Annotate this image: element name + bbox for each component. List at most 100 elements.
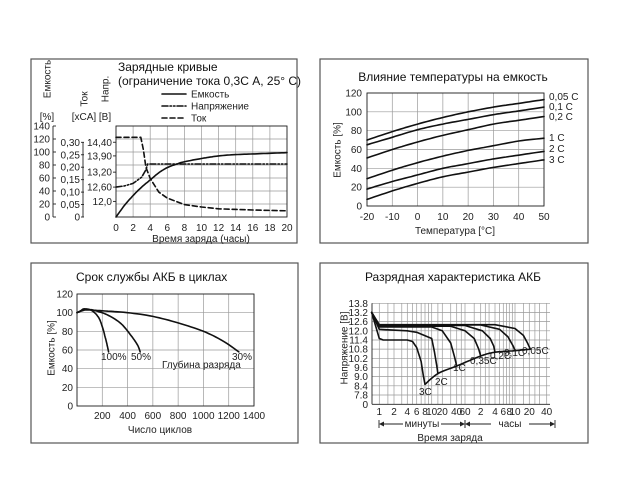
x-tick-label: 600 <box>145 411 162 422</box>
y-tick-label-capacity: 60 <box>39 174 51 185</box>
x-tick-label: 0 <box>113 223 119 234</box>
y-tick-label-capacity: 0 <box>44 213 50 224</box>
x-axis-label: Число циклов <box>128 425 192 436</box>
x-tick-label: 20 <box>281 223 293 234</box>
y-tick-label-current: 0,30 <box>61 138 81 149</box>
y-axis-label: Емкость [%] <box>47 320 58 376</box>
y-tick-label-voltage: 13,20 <box>87 168 112 179</box>
y-axis-unit-0: [%] <box>40 112 55 123</box>
y-axis-unit-2: [B] <box>99 112 111 123</box>
x-tick-label: 20 <box>463 212 475 223</box>
x-tick-label: 40 <box>513 212 525 223</box>
y-tick-label-current: 0,25 <box>61 150 81 161</box>
series-label: 0,2 C <box>549 112 573 123</box>
y-tick-label-current: 0,05 <box>61 200 81 211</box>
y-tick-label-current: 0,20 <box>61 163 81 174</box>
y-tick-label: 0 <box>67 402 73 413</box>
x-tick-label: 50 <box>538 212 550 223</box>
x-tick-label: 1400 <box>243 411 266 422</box>
y-tick-label-capacity: 140 <box>33 122 50 133</box>
x-axis-label: Время заряда <box>417 433 483 444</box>
series-label: 3 C <box>549 155 565 166</box>
series-label: 1 C <box>549 133 565 144</box>
x-axis-label: Температура [°C] <box>415 226 495 237</box>
chart-panel-3 <box>30 262 299 444</box>
x-tick-label: 6 <box>501 407 507 418</box>
series-label: 1C <box>453 363 466 374</box>
y-tick-label: 20 <box>351 183 363 194</box>
y-axis-label-0: Емкость <box>43 60 54 98</box>
x-tick-label: 2 <box>130 223 136 234</box>
y-tick-label-capacity: 40 <box>39 187 51 198</box>
x-axis-label: Время заряда (часы) <box>152 234 250 245</box>
x-tick-label: 200 <box>94 411 111 422</box>
x-tick-label: 800 <box>170 411 187 422</box>
y-tick-label-capacity: 100 <box>33 148 50 159</box>
range-label: часы <box>499 419 522 430</box>
y-tick-label: 11.4 <box>349 335 368 346</box>
plot-frame <box>366 92 545 207</box>
x-tick-label: 8 <box>182 223 188 234</box>
annotation-depth-of-discharge: Глубина разряда <box>162 359 241 371</box>
series-label: 3C <box>419 387 432 398</box>
y-tick-label-voltage: 12,0 <box>93 197 113 208</box>
y-axis-unit-1: [xCA] <box>72 112 97 123</box>
series-line-02C <box>366 115 545 159</box>
legend-label: Напряжение <box>191 102 249 113</box>
x-tick-label: 8 <box>507 407 513 418</box>
x-tick-label: 1 <box>377 407 383 418</box>
y-tick-label: 60 <box>351 145 363 156</box>
series-line-2C <box>370 311 439 375</box>
x-tick-label: 14 <box>230 223 242 234</box>
x-tick-label: 4 <box>147 223 153 234</box>
y-tick-label: 120 <box>56 290 73 301</box>
y-tick-label-current: 0,15 <box>61 175 81 186</box>
chart-title: Влияние температуры на емкость <box>358 70 548 84</box>
x-tick-label: 20 <box>524 407 536 418</box>
y-tick-label: 9.6 <box>354 363 368 374</box>
x-tick-label: 10 <box>426 407 438 418</box>
chart-subtitle: (ограничение тока 0,3С А, 25° С) <box>118 74 301 88</box>
x-tick-label: 2 <box>478 407 484 418</box>
series-line-01C <box>366 106 545 146</box>
x-tick-label: 4 <box>405 407 411 418</box>
x-tick-label: 8 <box>422 407 428 418</box>
y-tick-label-voltage: 14,40 <box>87 138 112 149</box>
series-line-30% <box>76 309 240 353</box>
y-tick-label: 80 <box>62 327 74 338</box>
series-label: 0,1 C <box>549 102 573 113</box>
x-tick-label: 40 <box>451 407 463 418</box>
x-tick-label: -10 <box>385 212 400 223</box>
y-tick-label: 100 <box>56 308 73 319</box>
series-line-3C <box>370 311 426 386</box>
x-tick-label: 6 <box>165 223 171 234</box>
y-tick-label: 7.8 <box>354 391 368 402</box>
y-tick-label: 10.2 <box>349 354 369 365</box>
y-tick-label-capacity: 120 <box>33 135 50 146</box>
series-line-1C <box>366 137 545 180</box>
series-line-3 <box>115 136 288 212</box>
series-label: 0,35C <box>470 356 497 367</box>
x-tick-label: 16 <box>247 223 259 234</box>
series-line-2C <box>366 150 545 190</box>
y-axis-label-2: Напр. <box>101 76 112 103</box>
y-tick-label-capacity: 80 <box>39 161 51 172</box>
y-tick-label: 13.8 <box>349 299 369 310</box>
series-line-2 <box>115 163 288 188</box>
x-tick-label: 4 <box>492 407 498 418</box>
y-tick-label: 10.8 <box>349 345 369 356</box>
plot-frame <box>76 293 255 407</box>
series-line-50% <box>76 308 141 353</box>
series-label: 50% <box>131 352 151 363</box>
chart-title: Срок службы АКБ в циклах <box>76 270 227 284</box>
y-tick-label-current: 0 <box>74 213 80 224</box>
x-tick-label: 12 <box>213 223 225 234</box>
plot-frame <box>115 125 288 218</box>
series-line-3C <box>366 159 545 201</box>
series-line-end-of-discharge <box>424 348 532 386</box>
y-tick-label-current: 0,10 <box>61 188 81 199</box>
series-label: 2 C <box>549 144 565 155</box>
y-tick-label: 80 <box>351 126 363 137</box>
y-tick-label: 40 <box>62 364 74 375</box>
